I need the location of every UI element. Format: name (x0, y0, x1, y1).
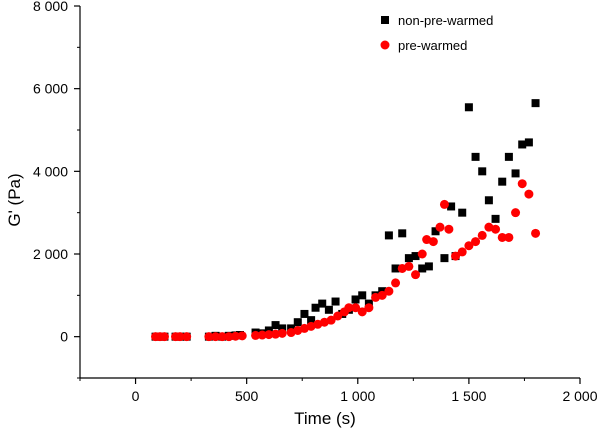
data-point-square (518, 140, 527, 149)
data-point-circle (251, 330, 261, 340)
data-point-circle (451, 251, 461, 261)
y-tick-label: 6 000 (33, 81, 68, 97)
data-point-square (404, 254, 413, 263)
legend-label-non-pre-warmed: non-pre-warmed (398, 13, 493, 28)
data-point-square (271, 321, 280, 330)
data-point-circle (159, 332, 169, 342)
data-point-circle (391, 278, 401, 288)
data-point-circle (175, 332, 185, 342)
data-point-square (471, 152, 480, 161)
data-point-circle (439, 199, 449, 209)
legend-label-pre-warmed: pre-warmed (398, 38, 467, 53)
data-point-circle (524, 189, 534, 199)
data-point-square (524, 138, 533, 147)
legend-marker-pre-warmed (380, 40, 390, 50)
data-point-square (293, 318, 302, 327)
legend: non-pre-warmed pre-warmed (380, 13, 493, 53)
data-point-square (398, 229, 407, 238)
data-point-square (484, 196, 493, 205)
data-point-circle (517, 179, 527, 189)
data-point-square (311, 303, 320, 312)
data-point-square (447, 202, 456, 211)
data-point-square (498, 177, 507, 186)
data-point-circle (351, 303, 361, 313)
data-point-square (431, 227, 440, 236)
data-point-circle (271, 329, 281, 339)
data-point-square (464, 103, 473, 112)
data-point-circle (411, 270, 421, 280)
data-point-circle (231, 331, 241, 341)
data-point-circle (404, 261, 414, 271)
data-point-square (418, 264, 427, 273)
legend-marker-non-pre-warmed (381, 16, 389, 24)
data-point-square (531, 99, 540, 108)
x-axis-ticks: 0 500 1 000 1 500 2 000 (79, 378, 598, 404)
data-point-circle (471, 237, 481, 247)
data-point-square (300, 309, 309, 318)
data-point-square (491, 214, 500, 223)
data-point-circle (497, 232, 507, 242)
data-point-square (331, 297, 340, 306)
data-point-circle (477, 230, 487, 240)
x-tick-label: 500 (235, 388, 259, 404)
data-point-square (458, 208, 467, 217)
data-point-circle (217, 332, 227, 342)
data-point-circle (428, 237, 438, 247)
data-point-circle (364, 303, 374, 313)
data-point-circle (224, 332, 234, 342)
data-point-square (478, 167, 487, 176)
data-point-square (307, 316, 316, 325)
data-point-circle (182, 332, 192, 342)
x-tick-label: 1 500 (451, 388, 486, 404)
data-point-circle (333, 311, 343, 321)
data-series (151, 99, 541, 342)
data-point-circle (417, 249, 427, 259)
data-point-circle (444, 224, 454, 234)
data-point-circle (531, 228, 541, 238)
y-axis-title: G' (Pa) (5, 173, 24, 226)
data-point-circle (491, 224, 501, 234)
x-tick-label: 0 (132, 388, 140, 404)
data-point-square (318, 299, 327, 308)
data-point-circle (277, 328, 287, 338)
y-tick-label: 0 (60, 329, 68, 345)
data-point-circle (264, 330, 274, 340)
data-point-circle (257, 330, 267, 340)
data-point-square (358, 291, 367, 300)
data-point-circle (326, 315, 336, 325)
data-point-square (324, 305, 333, 314)
data-point-circle (357, 307, 367, 317)
data-point-square (411, 252, 420, 261)
y-tick-label: 2 000 (33, 246, 68, 262)
data-point-square (351, 295, 360, 304)
series-pre-warmed (151, 179, 541, 342)
data-point-circle (464, 241, 474, 251)
x-tick-label: 1 000 (340, 388, 375, 404)
data-point-circle (237, 331, 247, 341)
data-point-circle (511, 208, 521, 218)
data-point-square (424, 262, 433, 271)
data-point-square (440, 254, 449, 263)
data-point-circle (344, 303, 354, 313)
data-point-circle (204, 332, 214, 342)
series-non-pre-warmed (151, 99, 540, 341)
data-point-square (504, 152, 513, 161)
data-point-square (511, 169, 520, 178)
data-point-square (278, 324, 287, 333)
data-point-circle (457, 247, 467, 257)
y-axis-ticks: 0 2 000 4 000 6 000 8 000 (33, 0, 80, 379)
x-axis-title: Time (s) (294, 409, 356, 428)
data-point-square (384, 231, 393, 240)
data-point-circle (211, 332, 221, 342)
data-point-circle (384, 286, 394, 296)
data-point-circle (435, 222, 445, 232)
data-point-circle (504, 232, 514, 242)
x-tick-label: 2 000 (562, 388, 597, 404)
data-point-square (391, 264, 400, 273)
axes: 0 500 1 000 1 500 2 000 0 2 000 4 000 6 000 8 00… (33, 0, 598, 404)
y-tick-label: 4 000 (33, 163, 68, 179)
data-point-circle (377, 290, 387, 300)
y-tick-label: 8 000 (33, 0, 68, 14)
